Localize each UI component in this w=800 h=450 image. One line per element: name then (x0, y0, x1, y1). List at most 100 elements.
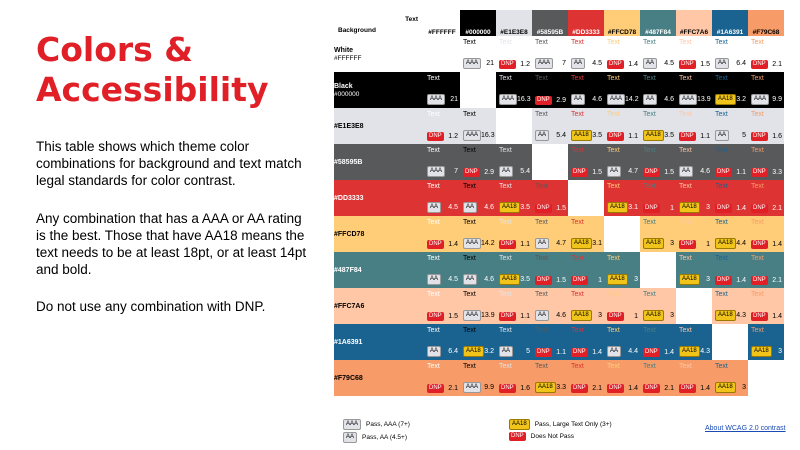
rating-badge: DNP (571, 384, 588, 393)
rating-badge: AA18 (715, 94, 736, 105)
contrast-ratio: 1 (670, 205, 674, 212)
rating-badge: AAA (463, 310, 482, 321)
cell-rating: DNP 1.4 (571, 348, 602, 357)
rating-badge: AA18 (535, 382, 556, 393)
contrast-cell: Text AA18 3 (640, 216, 676, 252)
contrast-cell: Text AA18 3 (640, 288, 676, 324)
contrast-ratio: 3 (670, 240, 674, 247)
row-label: #487F84 (334, 266, 362, 274)
cell-rating: DNP 1 (571, 276, 602, 285)
cell-rating: AA18 3 (715, 382, 746, 393)
table-corner: Text Background (334, 10, 424, 36)
cell-rating: DNP 1.1 (679, 132, 710, 141)
sample-text: Text (679, 39, 692, 46)
sample-text: Text (751, 75, 764, 82)
contrast-cell: Text AA 5.4 (532, 108, 568, 144)
contrast-cell: Text DNP 1.1 (604, 108, 640, 144)
sample-text: Text (643, 147, 656, 154)
contrast-ratio: 1.1 (736, 169, 746, 176)
sample-text: Text (535, 75, 548, 82)
cell-rating: DNP 1.4 (679, 384, 710, 393)
cell-rating: AA18 3 (643, 238, 674, 249)
rating-badge: DNP (427, 384, 444, 393)
contrast-cell: Text DNP 1.4 (424, 216, 460, 252)
rating-badge: AA (427, 202, 442, 213)
cell-rating: DNP 1.4 (715, 204, 746, 213)
contrast-ratio: 1 (598, 277, 602, 284)
contrast-cell: Text DNP 1.1 (496, 288, 532, 324)
contrast-cell: Text AAA 21 (460, 36, 496, 72)
rating-badge: AA18 (715, 238, 736, 249)
contrast-ratio: 3.1 (592, 240, 602, 247)
contrast-cell: Text DNP 1 (568, 252, 604, 288)
sample-text: Text (571, 255, 584, 262)
rating-badge: DNP (679, 384, 696, 393)
contrast-cell (460, 72, 496, 108)
cell-rating: DNP 1.5 (535, 204, 566, 213)
contrast-ratio: 1.4 (772, 241, 782, 248)
sample-text: Text (427, 147, 440, 154)
contrast-ratio: 4.3 (736, 312, 746, 319)
legend-label-dnp: Does Not Pass (530, 433, 575, 440)
cell-rating: DNP 3.3 (751, 168, 782, 177)
legend-label-aaa: Pass, AAA (7+) (366, 421, 410, 428)
rating-badge: DNP (643, 168, 660, 177)
row-sublabel: #000000 (334, 90, 360, 98)
contrast-ratio: 4.7 (628, 168, 638, 175)
wcag-contrast-link[interactable]: About WCAG 2.0 contrast (705, 425, 786, 432)
sample-text: Text (463, 39, 476, 46)
legend-badge-aaa: AAA (343, 419, 362, 430)
legend-badge-dnp: DNP (509, 432, 526, 441)
sample-text: Text (499, 75, 512, 82)
legend-aa18: AA18 Pass, Large Text Only (3+) (509, 419, 612, 430)
sample-text: Text (427, 219, 440, 226)
cell-rating: AA 4.6 (463, 202, 494, 213)
corner-text-label: Text (405, 16, 418, 23)
contrast-cell: Text AA 4.6 (568, 72, 604, 108)
contrast-ratio: 1.4 (592, 349, 602, 356)
sample-text: Text (535, 39, 548, 46)
contrast-cell: Text AA 4.7 (532, 216, 568, 252)
contrast-ratio: 4.5 (592, 60, 602, 67)
rating-badge: AA18 (679, 202, 700, 213)
column-header: #487F84 (640, 10, 676, 36)
contrast-cell: Text AA 4.5 (424, 252, 460, 288)
contrast-ratio: 14.2 (625, 96, 639, 103)
sample-text: Text (679, 111, 692, 118)
contrast-ratio: 1.5 (592, 169, 602, 176)
contrast-cell: Text AA18 3.5 (496, 180, 532, 216)
contrast-ratio: 1.4 (628, 61, 638, 68)
rating-badge: DNP (607, 384, 624, 393)
rating-badge: AA (607, 166, 622, 177)
contrast-cell: Text AAA 13.9 (460, 288, 496, 324)
contrast-ratio: 2.1 (772, 277, 782, 284)
contrast-cell: Text DNP 1.4 (748, 216, 784, 252)
contrast-cell: Text DNP 1.5 (568, 144, 604, 180)
table-row: #DD3333 Text AA 4.5 Text AA 4.6 Text AA18 3.5 Text… (334, 180, 784, 216)
sample-text: Text (499, 147, 512, 154)
table-row: #FFCD78 Text DNP 1.4 Text AAA 14.2 Text DNP 1.1 Te… (334, 216, 784, 252)
table-row: #F79C68 Text DNP 2.1 Text AAA 9.9 Text DNP 1.6 Tex… (334, 360, 784, 396)
row-label: White (334, 46, 354, 54)
contrast-ratio: 1.6 (520, 385, 530, 392)
contrast-cell: Text AA 4.7 (604, 144, 640, 180)
rating-badge: AA18 (571, 238, 592, 249)
column-header: #FFCD78 (604, 10, 640, 36)
cell-rating: AAA 9.9 (463, 382, 494, 393)
rating-badge: AAA (427, 94, 446, 105)
contrast-cell: Text AAA 14.2 (604, 72, 640, 108)
contrast-ratio: 4.7 (556, 240, 566, 247)
cell-rating: DNP 1.5 (571, 168, 602, 177)
cell-rating: DNP 1.5 (679, 60, 710, 69)
cell-rating: AA18 3.5 (643, 130, 674, 141)
cell-rating: DNP 2.1 (427, 384, 458, 393)
sample-text: Text (679, 255, 692, 262)
contrast-ratio: 4.5 (664, 60, 674, 67)
contrast-ratio: 3.3 (772, 169, 782, 176)
sample-text: Text (607, 39, 620, 46)
row-header: #FFCD78 (334, 216, 424, 252)
contrast-ratio: 13.9 (481, 312, 495, 319)
contrast-cell: Text DNP 1.2 (496, 36, 532, 72)
contrast-cell: Text AA18 4.3 (676, 324, 712, 360)
cell-rating: DNP 1.4 (751, 240, 782, 249)
